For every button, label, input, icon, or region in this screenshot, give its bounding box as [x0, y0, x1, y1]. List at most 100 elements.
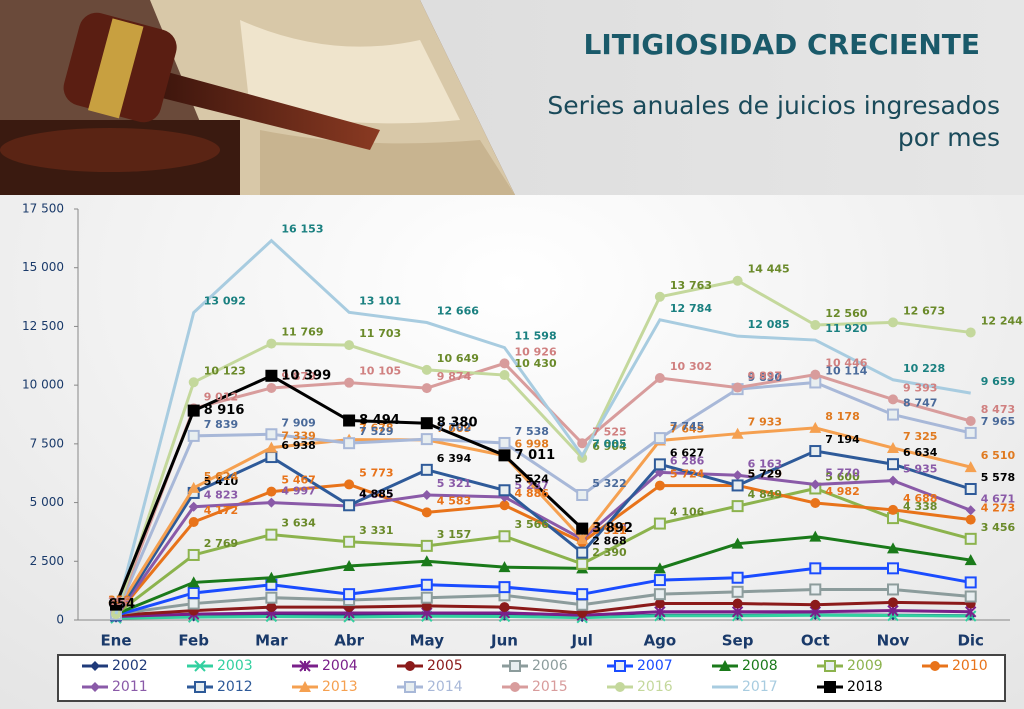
data-label: 12 673: [903, 304, 945, 317]
header-photo: [0, 0, 515, 195]
marker: [888, 504, 898, 515]
data-label: 2 868: [592, 535, 626, 548]
data-label: 3 331: [359, 524, 393, 537]
marker: [343, 588, 356, 601]
marker: [964, 461, 977, 473]
data-label: 3 311: [592, 524, 626, 537]
marker: [887, 583, 899, 596]
marker: [266, 602, 277, 613]
data-label: 7 538: [515, 425, 549, 438]
legend-label: 2008: [742, 658, 778, 674]
data-label: 5 729: [748, 467, 782, 480]
marker: [653, 517, 666, 530]
data-label: 9 874: [437, 370, 472, 383]
marker: [810, 320, 821, 331]
data-label: 4 855: [359, 488, 393, 501]
marker: [420, 539, 433, 552]
marker: [499, 602, 510, 613]
series-line: [115, 535, 971, 616]
series-line: [114, 380, 972, 615]
marker: [809, 445, 822, 458]
data-label: 7 678: [359, 422, 393, 435]
legend-label: 2004: [322, 658, 358, 674]
marker: [810, 599, 821, 610]
y-tick-label: 12 500: [22, 319, 64, 333]
data-label: 6 904: [592, 440, 627, 453]
marker: [732, 598, 743, 609]
marker: [265, 428, 278, 441]
legend-label: 2005: [427, 658, 463, 674]
data-label: 7 909: [281, 416, 315, 429]
marker: [344, 377, 355, 388]
marker: [653, 588, 666, 601]
series-line: [115, 587, 971, 616]
data-label: 7 702: [437, 421, 471, 434]
data-label: 4 823: [204, 489, 238, 502]
data-label: 9 897: [748, 370, 782, 383]
marker: [731, 571, 744, 584]
legend-label: 2002: [112, 658, 148, 674]
data-label: 4 997: [281, 485, 315, 498]
legend-label: 2018: [847, 679, 883, 695]
marker: [110, 598, 122, 611]
series-line: [114, 426, 972, 613]
data-label: 654: [108, 597, 135, 612]
data-label: 7 005: [592, 437, 626, 450]
marker: [654, 373, 665, 384]
data-label: 4 688: [903, 492, 937, 505]
data-label: 3 892: [592, 521, 633, 536]
marker: [421, 383, 432, 394]
marker: [404, 681, 416, 693]
marker: [654, 598, 665, 609]
marker: [810, 479, 821, 490]
data-label: 13 763: [670, 279, 712, 292]
x-tick-label: Abr: [334, 632, 364, 650]
series-line: [114, 238, 971, 615]
data-label: 7 965: [981, 415, 1015, 428]
marker: [420, 578, 433, 591]
x-tick-label: Mar: [255, 632, 288, 650]
marker: [719, 660, 731, 671]
marker: [576, 533, 589, 545]
marker: [824, 681, 836, 693]
marker: [731, 500, 744, 513]
marker: [810, 369, 821, 380]
data-label: 5 729: [748, 467, 782, 480]
data-label: 14 445: [748, 263, 790, 276]
data-label: 4 982: [825, 485, 859, 498]
series-line: [115, 613, 971, 620]
marker: [265, 571, 278, 583]
marker: [965, 514, 976, 525]
data-label: 12 560: [825, 307, 867, 320]
marker: [265, 369, 278, 382]
data-label: 12 244: [981, 314, 1023, 327]
marker: [810, 497, 821, 508]
marker: [188, 377, 199, 388]
marker: [499, 358, 510, 369]
data-label: 10 399: [281, 368, 331, 383]
data-label: 10 228: [903, 362, 945, 375]
y-tick-label: 5 000: [30, 495, 64, 509]
data-label: 3 157: [437, 528, 471, 541]
data-label: 5 524: [515, 472, 550, 485]
marker: [299, 681, 311, 692]
marker: [809, 530, 822, 542]
marker: [731, 537, 744, 549]
data-label: 4 172: [204, 504, 238, 517]
series: [110, 445, 977, 622]
data-label: 7 325: [903, 430, 937, 443]
marker: [187, 404, 200, 417]
marker: [343, 414, 356, 427]
data-label: 4 583: [437, 494, 471, 507]
data-label: 4 885: [359, 487, 393, 500]
marker: [965, 327, 976, 338]
data-label: 10 123: [204, 364, 246, 377]
marker: [499, 500, 510, 511]
marker: [420, 417, 433, 430]
marker: [266, 382, 277, 393]
data-label: 9 830: [748, 371, 783, 384]
data-label: 6 286: [670, 454, 705, 467]
series: [111, 275, 976, 620]
chart-title: LITIGIOSIDAD CRECIENTE: [584, 28, 980, 61]
